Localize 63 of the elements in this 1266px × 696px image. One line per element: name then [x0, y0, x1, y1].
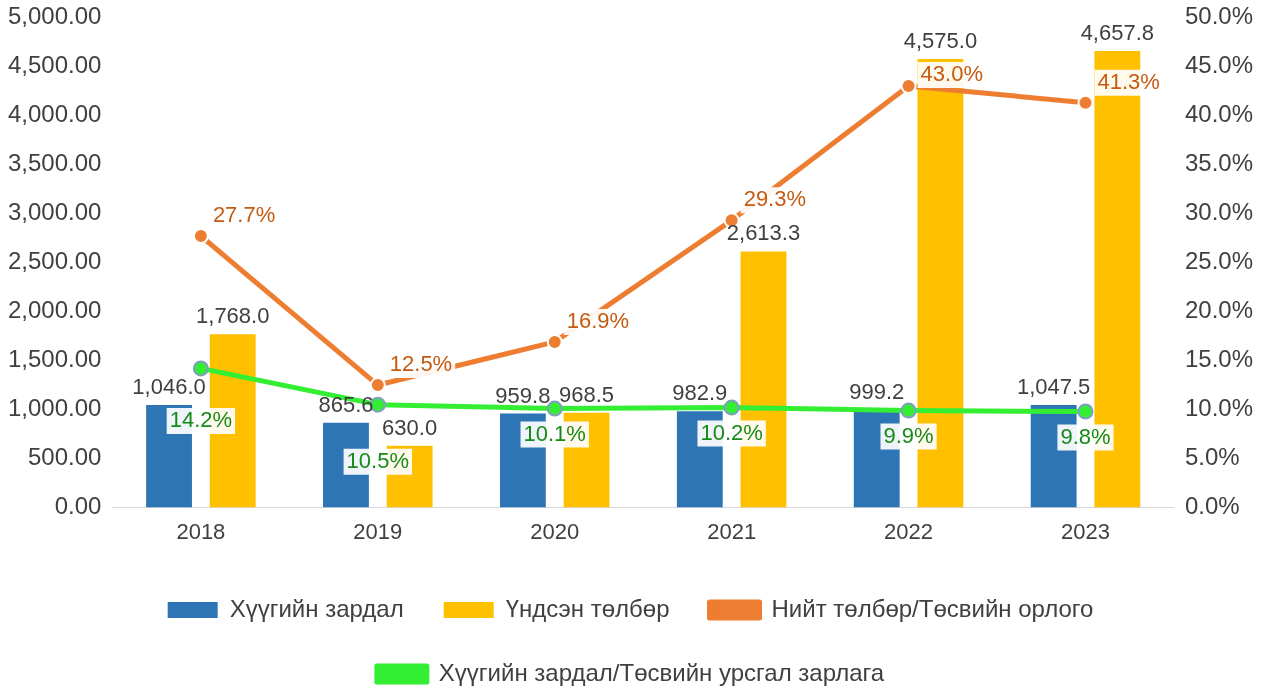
- y-tick-label: 4,500.00: [8, 51, 102, 79]
- data-label: 982.9: [672, 380, 728, 406]
- y2-tick-label: 0.0%: [1184, 492, 1240, 520]
- point: [192, 228, 209, 245]
- data-label: 10.2%: [700, 419, 763, 445]
- x-tick-label: 2021: [707, 518, 757, 544]
- point: [900, 78, 917, 95]
- legend-label: Нийт төлбөр/Төсвийн орлого: [771, 594, 1094, 622]
- y-tick-label: 1,000.00: [8, 394, 102, 422]
- point: [723, 399, 740, 416]
- data-label: 10.5%: [346, 447, 409, 473]
- data-label: 1,046.0: [132, 374, 206, 400]
- x-tick-label: 2019: [353, 518, 403, 544]
- y-tick-label: 2,000.00: [8, 296, 102, 324]
- x-tick-label: 2022: [884, 518, 934, 544]
- y-tick-label: 0.00: [54, 492, 102, 520]
- data-label: 630.0: [382, 414, 438, 440]
- legend-label: Хүүгийн зардал/Төсвийн урсгал зарлага: [438, 658, 885, 686]
- data-label: 2,613.3: [726, 220, 801, 246]
- data-label: 10.1%: [523, 420, 586, 446]
- y-tick-label: 4,000.00: [8, 100, 102, 128]
- point: [546, 333, 563, 350]
- data-label: 1,768.0: [196, 303, 270, 329]
- point: [1077, 94, 1094, 111]
- y2-tick-label: 35.0%: [1184, 149, 1254, 177]
- data-label: 41.3%: [1097, 68, 1160, 94]
- y2-tick-label: 50.0%: [1184, 2, 1254, 30]
- y-tick-label: 2,500.00: [8, 247, 102, 275]
- y2-tick-label: 20.0%: [1184, 296, 1254, 324]
- point: [900, 402, 917, 419]
- data-label: 968.5: [559, 381, 615, 407]
- y-tick-label: 3,000.00: [8, 198, 102, 226]
- data-label: 9.9%: [883, 422, 934, 448]
- data-label: 4,575.0: [903, 28, 978, 54]
- data-label: 43.0%: [920, 61, 983, 87]
- x-tick-label: 2018: [176, 518, 226, 544]
- data-label: 999.2: [849, 378, 905, 404]
- data-label: 4,657.8: [1080, 20, 1155, 46]
- data-label: 1,047.5: [1016, 373, 1091, 399]
- y-tick-label: 5,000.00: [8, 2, 102, 30]
- y-tick-label: 3,500.00: [8, 149, 102, 177]
- y2-tick-label: 30.0%: [1184, 198, 1254, 226]
- point: [192, 360, 209, 377]
- data-label: 29.3%: [743, 186, 807, 212]
- point: [1077, 403, 1094, 420]
- y2-tick-label: 45.0%: [1184, 51, 1254, 79]
- y2-tick-label: 40.0%: [1184, 100, 1254, 128]
- y2-tick-label: 10.0%: [1184, 394, 1254, 422]
- legend-label: Хүүгийн зардал: [229, 594, 404, 622]
- data-label: 9.8%: [1060, 423, 1111, 449]
- y-tick-label: 500.00: [28, 443, 102, 471]
- y2-tick-label: 25.0%: [1184, 247, 1254, 275]
- y2-tick-label: 15.0%: [1184, 345, 1254, 373]
- y-tick-label: 1,500.00: [8, 345, 102, 373]
- legend-label: Үндсэн төлбөр: [505, 594, 670, 622]
- data-label: 16.9%: [566, 307, 630, 333]
- data-label: 959.8: [495, 382, 551, 408]
- data-label: 14.2%: [169, 407, 233, 433]
- data-label: 27.7%: [212, 202, 276, 228]
- y2-tick-label: 5.0%: [1184, 443, 1240, 471]
- x-tick-label: 2023: [1061, 518, 1110, 544]
- x-tick-label: 2020: [530, 518, 580, 544]
- data-label: 12.5%: [389, 351, 453, 377]
